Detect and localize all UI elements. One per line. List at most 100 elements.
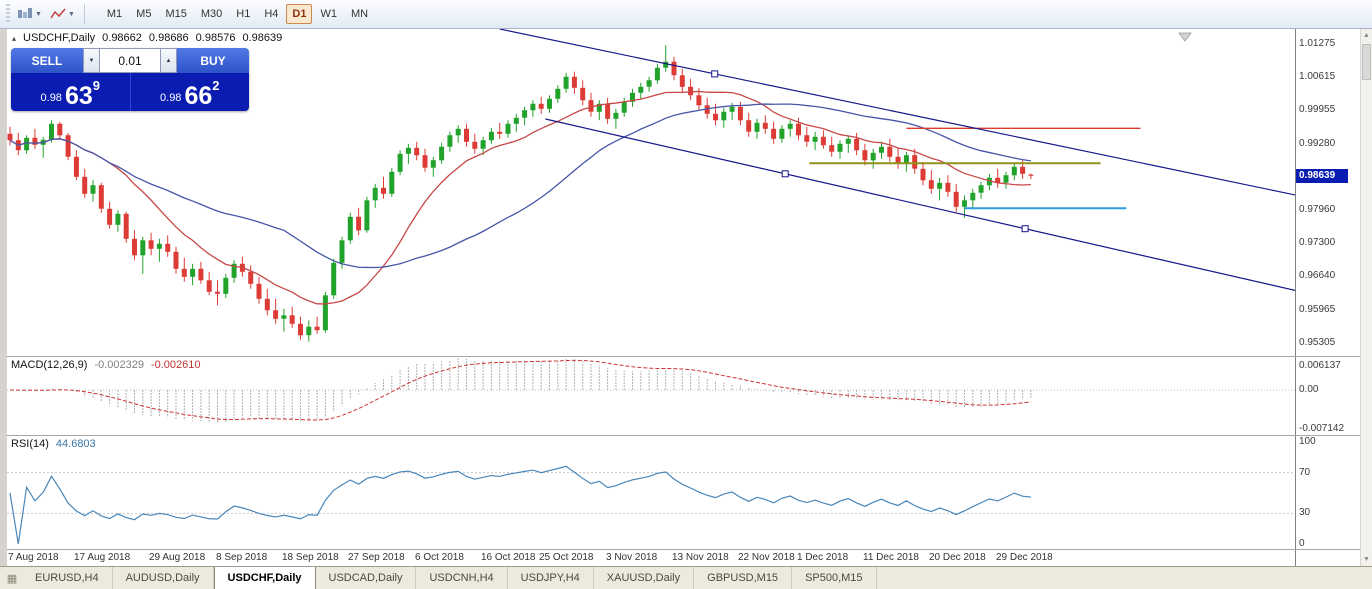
macd-scale-label: 0.006137	[1299, 360, 1341, 371]
timeframe-button-m15[interactable]: M15	[165, 8, 187, 20]
chart-tab-sp500-m15[interactable]: SP500,M15	[792, 567, 877, 589]
date-axis-label: 13 Nov 2018	[672, 552, 729, 563]
rsi-value: 44.6803	[55, 438, 96, 450]
price-scale-label: 1.01275	[1299, 38, 1336, 49]
macd-main-value: -0.002329	[94, 359, 144, 371]
rsi-panel: RSI(14) 44.6803 100 70 30 0	[7, 435, 1360, 549]
price-scale-label: 0.99280	[1299, 138, 1336, 149]
price-scale-label: 0.96640	[1299, 270, 1336, 281]
sell-button[interactable]: SELL	[11, 48, 83, 73]
rsi-scale-label: 30	[1299, 507, 1311, 518]
timeframe-button-m1[interactable]: M1	[106, 8, 123, 20]
price-scale-label: 0.95305	[1299, 337, 1336, 348]
price-scale-label: 1.00615	[1299, 71, 1336, 82]
date-axis-label: 7 Aug 2018	[8, 552, 59, 563]
timeframe-button-h1[interactable]: H1	[236, 8, 251, 20]
timeframe-button-h4[interactable]: H4	[264, 8, 279, 20]
date-axis-label: 6 Oct 2018	[415, 552, 464, 563]
date-axis-labels: 7 Aug 2018 17 Aug 2018 29 Aug 2018 8 Sep 20…	[7, 550, 1295, 566]
chart-tab-gbpusd-m15[interactable]: GBPUSD,M15	[694, 567, 793, 589]
chart-tab-bar: ▦ EURUSD,H4 AUDUSD,Daily USDCHF,Daily USDCA…	[0, 566, 1372, 589]
chart-workspace: ▴ USDCHF,Daily 0.98662 0.98686 0.98576 0…	[0, 29, 1372, 566]
chart-window-button[interactable]: ▼	[13, 3, 46, 25]
price-scale-label: 0.97960	[1299, 204, 1336, 215]
chevron-up-icon: ▲	[165, 57, 172, 64]
chart-ohlc-header: ▴ USDCHF,Daily 0.98662 0.98686 0.98576 0…	[12, 32, 282, 44]
rsi-name: RSI(14)	[11, 438, 49, 450]
timeframe-button-d1[interactable]: D1	[286, 4, 313, 24]
rsi-scale-label: 0	[1299, 538, 1305, 549]
chart-tab-usdcnh-h4[interactable]: USDCNH,H4	[416, 567, 508, 589]
sell-price-pip: 9	[92, 78, 100, 93]
scroll-down-button[interactable]: ▼	[1363, 556, 1370, 563]
current-price-badge: 0.98639	[1296, 169, 1348, 183]
one-click-trading-panel: SELL ▼ ▲ BUY 0.98 63 9	[11, 48, 249, 111]
timeframe-button-mn[interactable]: MN	[350, 8, 369, 20]
vertical-scrollbar[interactable]: ▲ ▼	[1360, 29, 1372, 566]
macd-label: MACD(12,26,9) -0.002329 -0.002610	[11, 359, 201, 371]
macd-scale-label: -0.007142	[1299, 423, 1345, 434]
macd-panel: MACD(12,26,9) -0.002329 -0.002610 0.0061…	[7, 356, 1360, 435]
buy-price-big: 66	[184, 81, 213, 110]
date-axis-label: 16 Oct 2018	[481, 552, 536, 563]
price-scale-label: 0.95965	[1299, 304, 1336, 315]
chart-tab-xauusd-daily[interactable]: XAUUSD,Daily	[594, 567, 695, 589]
date-axis-label: 25 Oct 2018	[539, 552, 594, 563]
volume-dropdown-button[interactable]: ▼	[83, 48, 100, 73]
date-axis-label: 8 Sep 2018	[216, 552, 268, 563]
top-toolbar: ▼ ▼ M1 M5 M15 M30 H1 H4 D1 W1 MN	[0, 0, 1372, 29]
macd-scale-label: 0.00	[1299, 384, 1319, 395]
buy-price-base: 0.98	[160, 92, 182, 104]
macd-chart-area[interactable]: MACD(12,26,9) -0.002329 -0.002610	[7, 357, 1295, 435]
scrollbar-thumb[interactable]	[1362, 44, 1371, 80]
rsi-chart-area[interactable]: RSI(14) 44.6803	[7, 436, 1295, 549]
chart-tab-eurusd-h4[interactable]: EURUSD,H4	[22, 567, 113, 589]
timeframe-button-m5[interactable]: M5	[136, 8, 152, 20]
date-axis-label: 29 Aug 2018	[149, 552, 206, 563]
ohlc-low-value: 0.98576	[195, 32, 236, 44]
chart-symbol-label: USDCHF,Daily	[23, 32, 96, 44]
rsi-canvas[interactable]	[7, 436, 1295, 549]
ohlc-close-value: 0.98639	[242, 32, 283, 44]
buy-button[interactable]: BUY	[177, 48, 249, 73]
volume-input[interactable]	[100, 48, 160, 73]
price-panel: ▴ USDCHF,Daily 0.98662 0.98686 0.98576 0…	[7, 29, 1360, 356]
price-scale-label: 0.99955	[1299, 104, 1336, 115]
rsi-scale-label: 70	[1299, 467, 1311, 478]
macd-name: MACD(12,26,9)	[11, 359, 88, 371]
date-axis-label: 29 Dec 2018	[996, 552, 1053, 563]
macd-scale[interactable]: 0.006137 0.00 -0.007142	[1295, 357, 1360, 435]
date-axis-label: 1 Dec 2018	[797, 552, 849, 563]
timeframe-toolbar: M1 M5 M15 M30 H1 H4 D1 W1 MN	[100, 4, 375, 24]
chart-window-icon	[18, 8, 32, 18]
date-axis-label: 20 Dec 2018	[929, 552, 986, 563]
macd-signal-value: -0.002610	[150, 359, 201, 371]
chart-tab-usdchf-daily[interactable]: USDCHF,Daily	[213, 567, 316, 589]
chevron-down-icon: ▼	[67, 10, 75, 18]
chart-tab-audusd-daily[interactable]: AUDUSD,Daily	[113, 567, 214, 589]
cursor-mode-button[interactable]: ▼	[46, 3, 79, 25]
date-axis-label: 3 Nov 2018	[606, 552, 658, 563]
price-chart-area[interactable]: ▴ USDCHF,Daily 0.98662 0.98686 0.98576 0…	[7, 29, 1295, 356]
toolbar-grip[interactable]	[6, 4, 10, 24]
buy-price-pip: 2	[212, 78, 220, 93]
date-axis[interactable]: 7 Aug 2018 17 Aug 2018 29 Aug 2018 8 Sep 20…	[7, 549, 1360, 566]
toolbar-separator	[83, 4, 85, 24]
sell-price-display: 0.98 63 9	[11, 73, 130, 111]
price-scale-label: 0.97300	[1299, 237, 1336, 248]
rsi-label: RSI(14) 44.6803	[11, 438, 96, 450]
price-scale[interactable]: 1.012751.006150.999550.992800.986200.979…	[1295, 29, 1360, 356]
scroll-up-button[interactable]: ▲	[1363, 32, 1370, 39]
chart-tab-usdcad-daily[interactable]: USDCAD,Daily	[316, 567, 417, 589]
chart-tab-usdjpy-h4[interactable]: USDJPY,H4	[508, 567, 594, 589]
zigzag-cursor-icon	[50, 8, 66, 19]
rsi-scale[interactable]: 100 70 30 0	[1295, 436, 1360, 549]
macd-canvas[interactable]	[7, 357, 1295, 435]
window-list-icon[interactable]: ▦	[6, 572, 18, 585]
timeframe-button-m30[interactable]: M30	[200, 8, 223, 20]
timeframe-button-w1[interactable]: W1	[320, 8, 337, 20]
one-click-panel-toggle[interactable]: ▴	[12, 33, 17, 43]
price-chart-canvas[interactable]	[7, 29, 1295, 356]
volume-increase-button[interactable]: ▲	[160, 48, 177, 73]
